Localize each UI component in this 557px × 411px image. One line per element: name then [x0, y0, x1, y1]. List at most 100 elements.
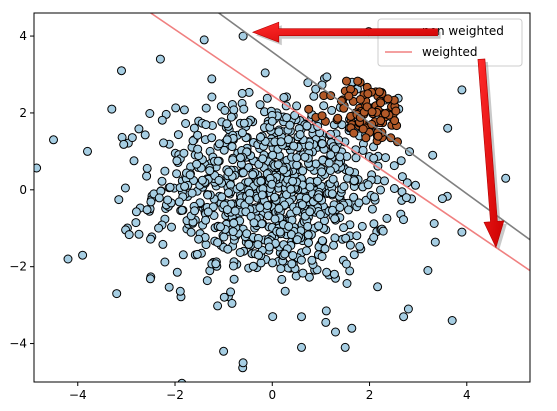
minority-point	[374, 87, 384, 97]
majority-point	[322, 267, 332, 277]
majority-point	[124, 230, 134, 240]
majority-point	[447, 316, 457, 325]
majority-point	[193, 144, 203, 154]
majority-point	[220, 105, 230, 115]
x-tick-label: 0	[268, 388, 276, 402]
majority-point	[303, 221, 313, 231]
majority-point	[134, 124, 144, 134]
majority-point	[339, 182, 349, 191]
majority-point	[378, 226, 388, 236]
annotation-arrow	[251, 21, 438, 43]
non-weighted-line	[218, 13, 530, 241]
majority-point	[179, 148, 189, 158]
majority-point	[211, 259, 221, 269]
minority-point	[373, 131, 383, 141]
majority-point	[296, 255, 306, 265]
weighted-line	[150, 13, 530, 272]
minority-point	[342, 76, 351, 86]
majority-point	[145, 274, 155, 284]
plot-frame	[33, 12, 531, 383]
legend: non weighted weighted	[377, 18, 523, 67]
decision-lines	[150, 13, 530, 272]
majority-point	[179, 105, 189, 115]
majority-point	[174, 197, 184, 207]
majority-point	[201, 120, 211, 130]
minority-point	[304, 104, 314, 114]
majority-point	[226, 287, 236, 297]
majority-point	[380, 176, 389, 186]
majority-point	[227, 142, 237, 152]
majority-point	[287, 259, 297, 269]
majority-point	[242, 229, 252, 239]
majority-point	[201, 215, 211, 225]
majority-point	[305, 207, 315, 217]
majority-point	[397, 172, 407, 182]
majority-point	[304, 141, 314, 151]
majority-point	[324, 158, 334, 168]
majority-point	[317, 167, 327, 177]
majority-point	[278, 165, 288, 175]
majority-point	[222, 205, 232, 215]
majority-point	[194, 234, 204, 244]
majority-point	[228, 261, 238, 271]
majority-point	[344, 166, 354, 176]
majority-point	[34, 163, 42, 173]
majority-point	[228, 155, 238, 165]
majority-point	[284, 221, 294, 231]
y-tick-label: 0	[19, 183, 27, 197]
majority-point	[163, 195, 173, 205]
majority-point	[185, 170, 195, 180]
majority-point	[279, 93, 289, 102]
legend-label: weighted	[422, 45, 477, 59]
majority-point	[342, 279, 352, 288]
majority-point	[349, 192, 359, 202]
majority-point	[317, 139, 327, 149]
majority-point	[396, 156, 406, 166]
majority-point	[315, 210, 325, 219]
majority-point	[303, 230, 313, 240]
majority-point	[224, 188, 233, 198]
majority-point	[142, 171, 152, 181]
majority-point	[177, 205, 187, 215]
majority-point	[331, 144, 341, 154]
majority-point	[256, 258, 266, 268]
majority-point	[322, 72, 332, 82]
majority-point	[249, 218, 259, 228]
points-layer	[34, 27, 511, 382]
majority-point	[219, 292, 229, 302]
majority-point	[159, 138, 168, 148]
majority-point	[267, 179, 277, 189]
majority-point	[292, 101, 302, 111]
majority-point	[354, 198, 364, 208]
majority-point	[178, 250, 188, 260]
majority-point	[311, 84, 321, 94]
majority-point	[142, 205, 152, 215]
majority-point	[216, 222, 225, 232]
majority-point	[157, 176, 167, 186]
majority-point	[238, 168, 248, 178]
majority-point	[389, 184, 399, 193]
majority-point	[226, 112, 236, 122]
majority-point	[302, 121, 312, 131]
majority-point	[227, 298, 237, 308]
majority-point	[289, 141, 299, 151]
majority-point	[331, 327, 340, 337]
majority-point	[295, 130, 305, 139]
majority-point	[201, 103, 211, 113]
majority-point	[292, 206, 302, 216]
majority-point	[186, 227, 196, 237]
majority-point	[164, 282, 174, 292]
majority-point	[146, 197, 156, 207]
majority-point	[286, 184, 296, 194]
majority-point	[262, 201, 272, 210]
x-tick-label: −4	[69, 388, 87, 402]
majority-point	[321, 317, 331, 327]
majority-point	[349, 250, 359, 260]
majority-point	[238, 31, 248, 41]
majority-point	[274, 127, 284, 137]
majority-point	[248, 170, 258, 180]
majority-point	[235, 248, 245, 257]
majority-point	[317, 236, 327, 246]
minority-point	[317, 111, 327, 121]
majority-point	[180, 181, 190, 191]
